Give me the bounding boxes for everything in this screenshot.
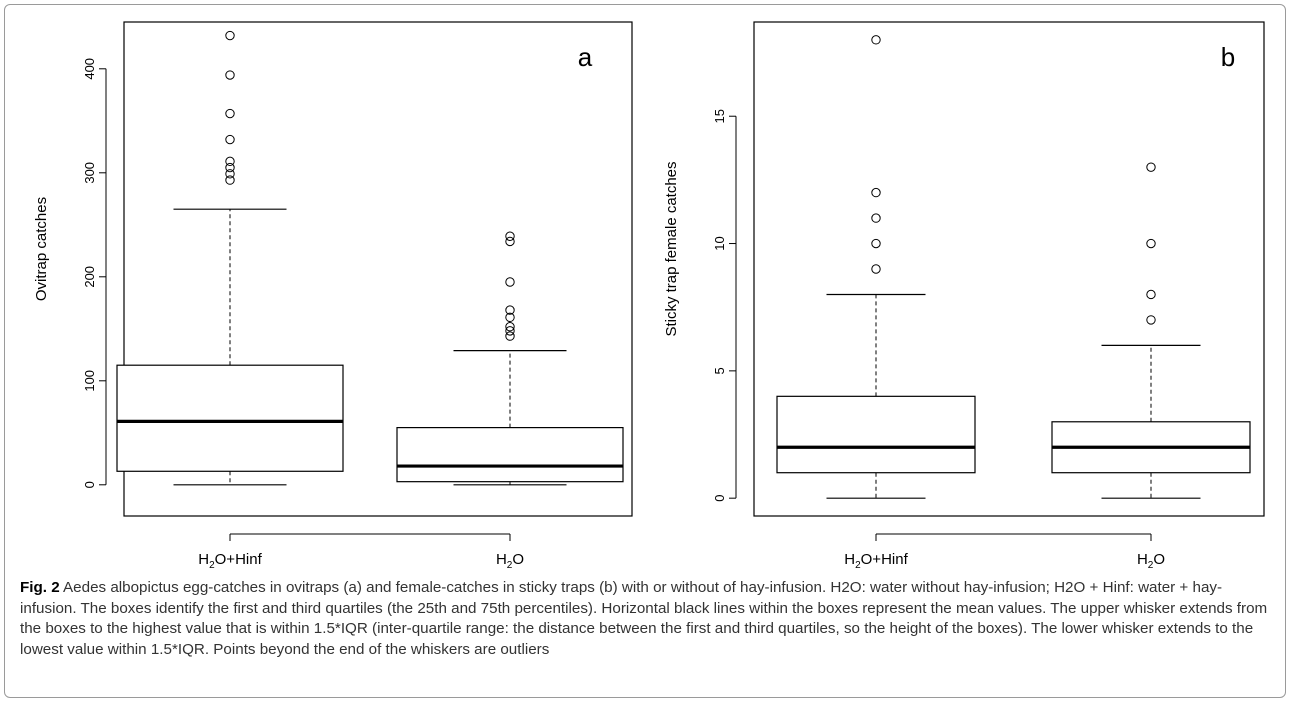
- x-tick-label: H2O+Hinf: [198, 551, 262, 570]
- y-tick-label: 10: [712, 236, 727, 250]
- outlier-point: [225, 175, 235, 185]
- outlier-point: [505, 236, 515, 247]
- box: [116, 364, 344, 472]
- outlier-point: [225, 70, 235, 80]
- outlier-point: [871, 264, 881, 274]
- y-tick-label: 15: [712, 109, 727, 123]
- figure-frame: [4, 4, 1286, 698]
- y-tick-label: 300: [82, 162, 97, 184]
- outlier-point: [505, 322, 515, 332]
- outlier-point: [225, 30, 235, 41]
- outlier-point: [871, 238, 881, 249]
- outlier-point: [871, 187, 881, 198]
- outlier-point: [225, 134, 235, 145]
- panel-b: b 0 5 10 15 Sticky trap female catches H2O+Hin…: [663, 21, 1265, 570]
- outlier-point: [505, 231, 515, 241]
- outlier-point: [225, 108, 235, 119]
- outlier-point: [505, 326, 515, 336]
- y-tick-label: 5: [712, 367, 727, 374]
- outlier-point: [871, 213, 881, 223]
- outlier-point: [1146, 238, 1156, 249]
- outlier-point: [505, 331, 515, 341]
- x-tick-label: H2O: [1137, 551, 1165, 570]
- y-tick-label: 200: [82, 266, 97, 288]
- y-tick-label: 0: [712, 495, 727, 502]
- outlier-point: [1146, 315, 1156, 325]
- outlier-point: [225, 156, 235, 167]
- plot-frame: [753, 21, 1265, 517]
- y-tick-label: 100: [82, 370, 97, 392]
- outlier-point: [225, 169, 235, 179]
- y-tick-label: 400: [82, 58, 97, 80]
- box: [776, 395, 976, 474]
- caption-fig-label: Fig. 2: [20, 579, 60, 596]
- outlier-point: [505, 305, 515, 315]
- outlier-point: [505, 312, 515, 323]
- figure-caption: Fig. 2 Aedes albopictus egg-catches in o…: [20, 578, 1270, 660]
- caption-text: Aedes albopictus egg-catches in ovitraps…: [20, 579, 1268, 658]
- box: [396, 427, 624, 483]
- outlier-point: [1146, 162, 1156, 172]
- outlier-point: [871, 35, 881, 45]
- x-tick-label: H2O: [496, 551, 524, 570]
- outlier-point: [1146, 289, 1156, 300]
- x-tick-label: H2O+Hinf: [844, 551, 908, 570]
- outlier-point: [505, 277, 515, 287]
- y-axis-label: Sticky trap female catches: [663, 161, 680, 336]
- outlier-point: [225, 162, 235, 173]
- y-tick-label: 0: [82, 481, 97, 488]
- y-axis-label: Ovitrap catches: [33, 197, 50, 301]
- panel-letter: b: [1221, 42, 1235, 72]
- plot-frame: [123, 21, 633, 517]
- panel-letter: a: [578, 42, 593, 72]
- panel-a: a 0 100 200 300 400 Ovitrap catches H2O+Hinf H2O: [33, 21, 633, 570]
